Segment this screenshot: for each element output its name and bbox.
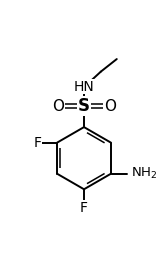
Text: F: F [34,136,42,150]
Text: NH$_2$: NH$_2$ [131,166,157,181]
Text: F: F [80,201,88,215]
Text: O: O [104,99,116,114]
Text: S: S [78,97,90,115]
Text: O: O [52,99,64,114]
Text: HN: HN [74,80,94,94]
